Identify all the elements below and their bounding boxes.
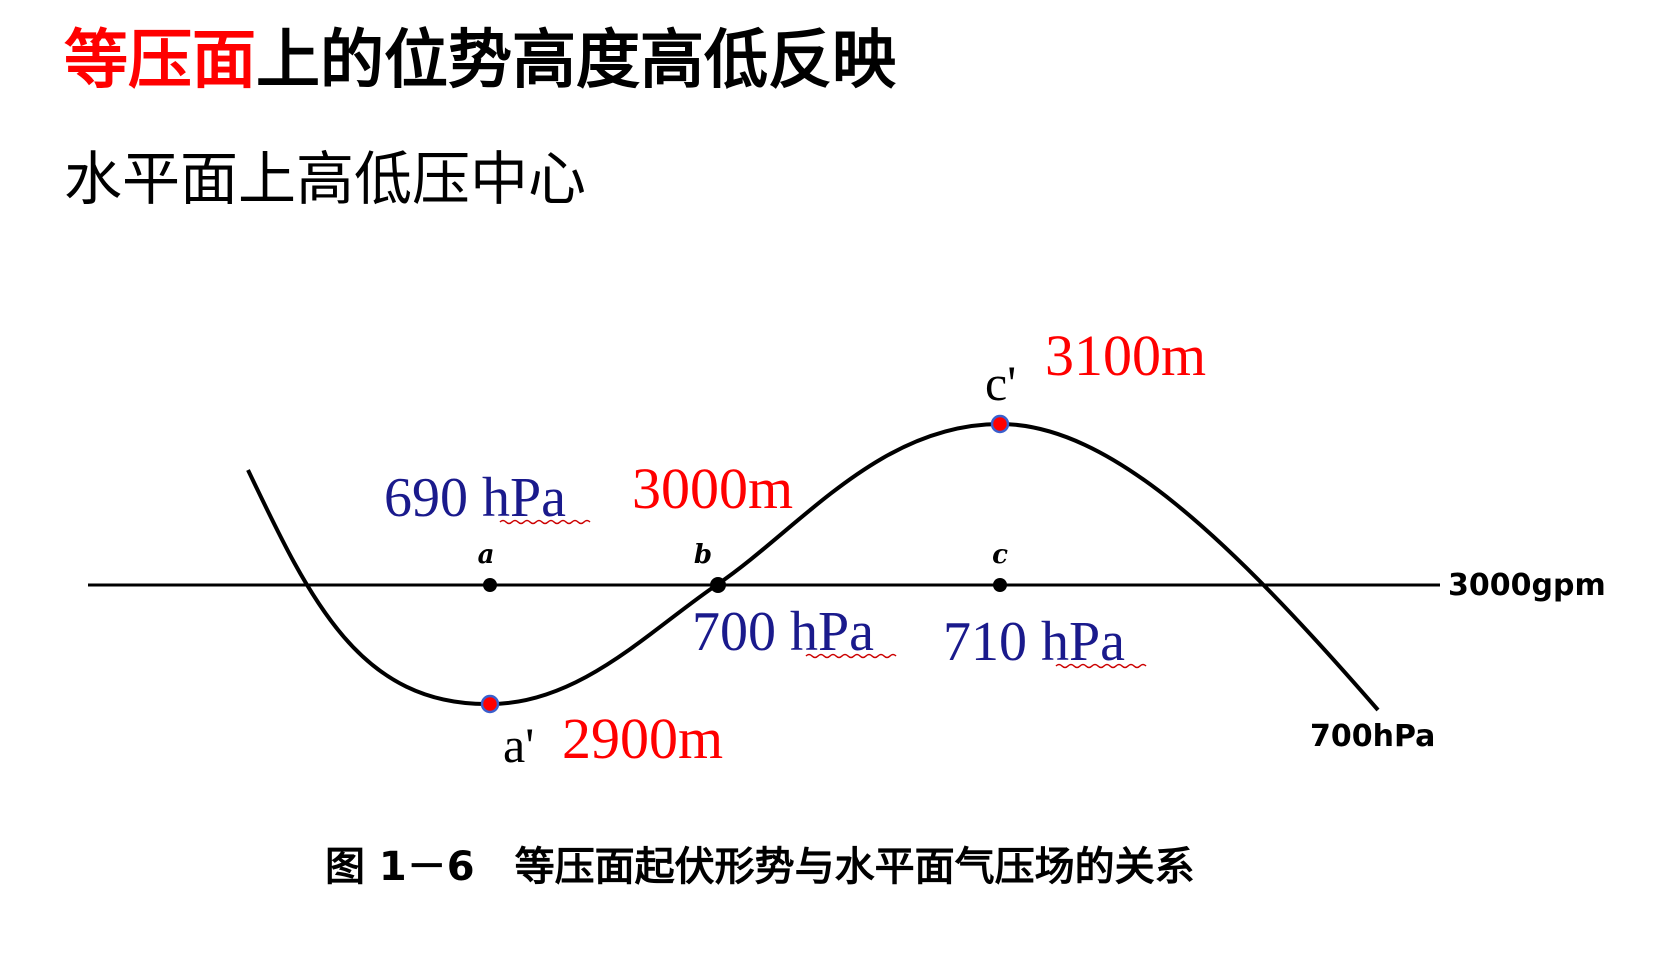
height-b: 3000m [632, 456, 793, 521]
underline-pressure-c [1055, 663, 1147, 669]
point-a-prime-marker [480, 694, 500, 714]
title-highlight: 等压面 [64, 24, 256, 98]
height-a-prime: 2900m [562, 706, 723, 771]
pressure-a: 690 hPa [384, 467, 566, 529]
title-rest: 上的位势高度高低反映 [256, 24, 896, 98]
pressure-b: 700 hPa [692, 601, 874, 663]
point-c-prime-marker [990, 414, 1010, 434]
point-a-prime-label: a' [503, 717, 534, 773]
underline-pressure-b [805, 653, 897, 659]
reference-line-label: 3000gpm [1448, 568, 1606, 603]
point-a-label: a [478, 540, 495, 570]
point-b-label: b [694, 540, 712, 570]
underline-pressure-a [499, 519, 591, 525]
isobaric-surface-label: 700hPa [1310, 719, 1435, 754]
point-a-dot [483, 578, 497, 592]
slide-subtitle: 水平面上高低压中心 [64, 145, 587, 213]
height-c-prime: 3100m [1045, 323, 1206, 388]
isobaric-surface-curve [246, 421, 1380, 712]
pressure-c: 710 hPa [943, 611, 1125, 673]
figure-caption: 图 1－6 等压面起伏形势与水平面气压场的关系 [325, 844, 1195, 890]
point-c-prime-label: c' [985, 355, 1016, 411]
point-c-dot [993, 578, 1007, 592]
point-b-dot [710, 577, 726, 593]
slide-title: 等压面上的位势高度高低反映 [64, 26, 896, 96]
point-c-label: c [992, 540, 1008, 570]
